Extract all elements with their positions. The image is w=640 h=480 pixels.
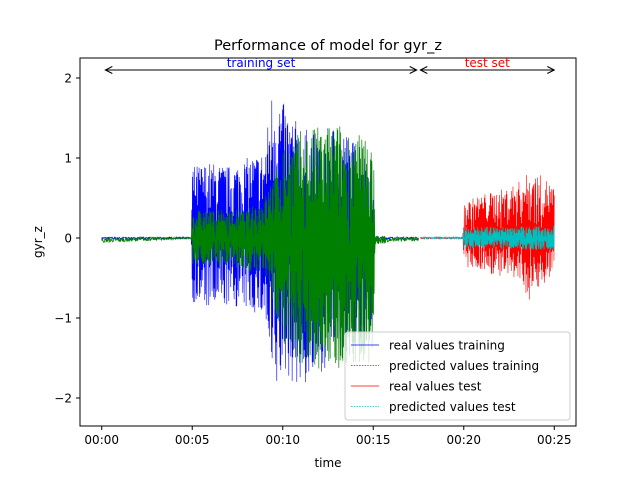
x-tick-label: 00:10 (265, 433, 300, 447)
plot-area: 00:00 00:05 00:10 00:15 00:20 00:25 2 1 0 −1 −2 tra… (54, 56, 577, 447)
series-group (101, 100, 555, 382)
annotation-arrow-head-right (547, 66, 556, 74)
series-line-4 (420, 226, 555, 250)
axes-frame (79, 57, 577, 427)
y-tick-label: 0 (64, 232, 72, 246)
legend-box (344, 331, 571, 421)
annotation-label: test set (465, 56, 510, 70)
x-tick-label: 00:20 (446, 433, 481, 447)
x-axis-label: time (314, 456, 341, 470)
legend-label: predicted values training (389, 359, 539, 373)
annotation-arrow-head-right (409, 66, 418, 74)
x-tick-label: 00:15 (356, 433, 391, 447)
legend: real values training predicted values tra… (344, 331, 571, 421)
legend-label: predicted values test (389, 400, 516, 414)
x-tick-label: 00:00 (84, 433, 119, 447)
x-tick-label: 00:05 (175, 433, 210, 447)
chart-title: Performance of model for gyr_z (214, 38, 442, 54)
y-axis-label: gyr_z (31, 226, 45, 258)
legend-label: real values test (389, 380, 482, 394)
annotation-arrow-head-left (104, 66, 113, 74)
annotation-arrow-head-left (419, 66, 428, 74)
y-tick-label: 1 (64, 152, 72, 166)
y-tick-label: 2 (64, 72, 72, 86)
annotation-label: training set (227, 56, 296, 70)
legend-label: real values training (389, 339, 505, 353)
y-tick-label: −1 (54, 312, 72, 326)
y-tick-label: −2 (54, 392, 72, 406)
series-line-2 (101, 126, 419, 369)
x-tick-label: 00:25 (537, 433, 572, 447)
